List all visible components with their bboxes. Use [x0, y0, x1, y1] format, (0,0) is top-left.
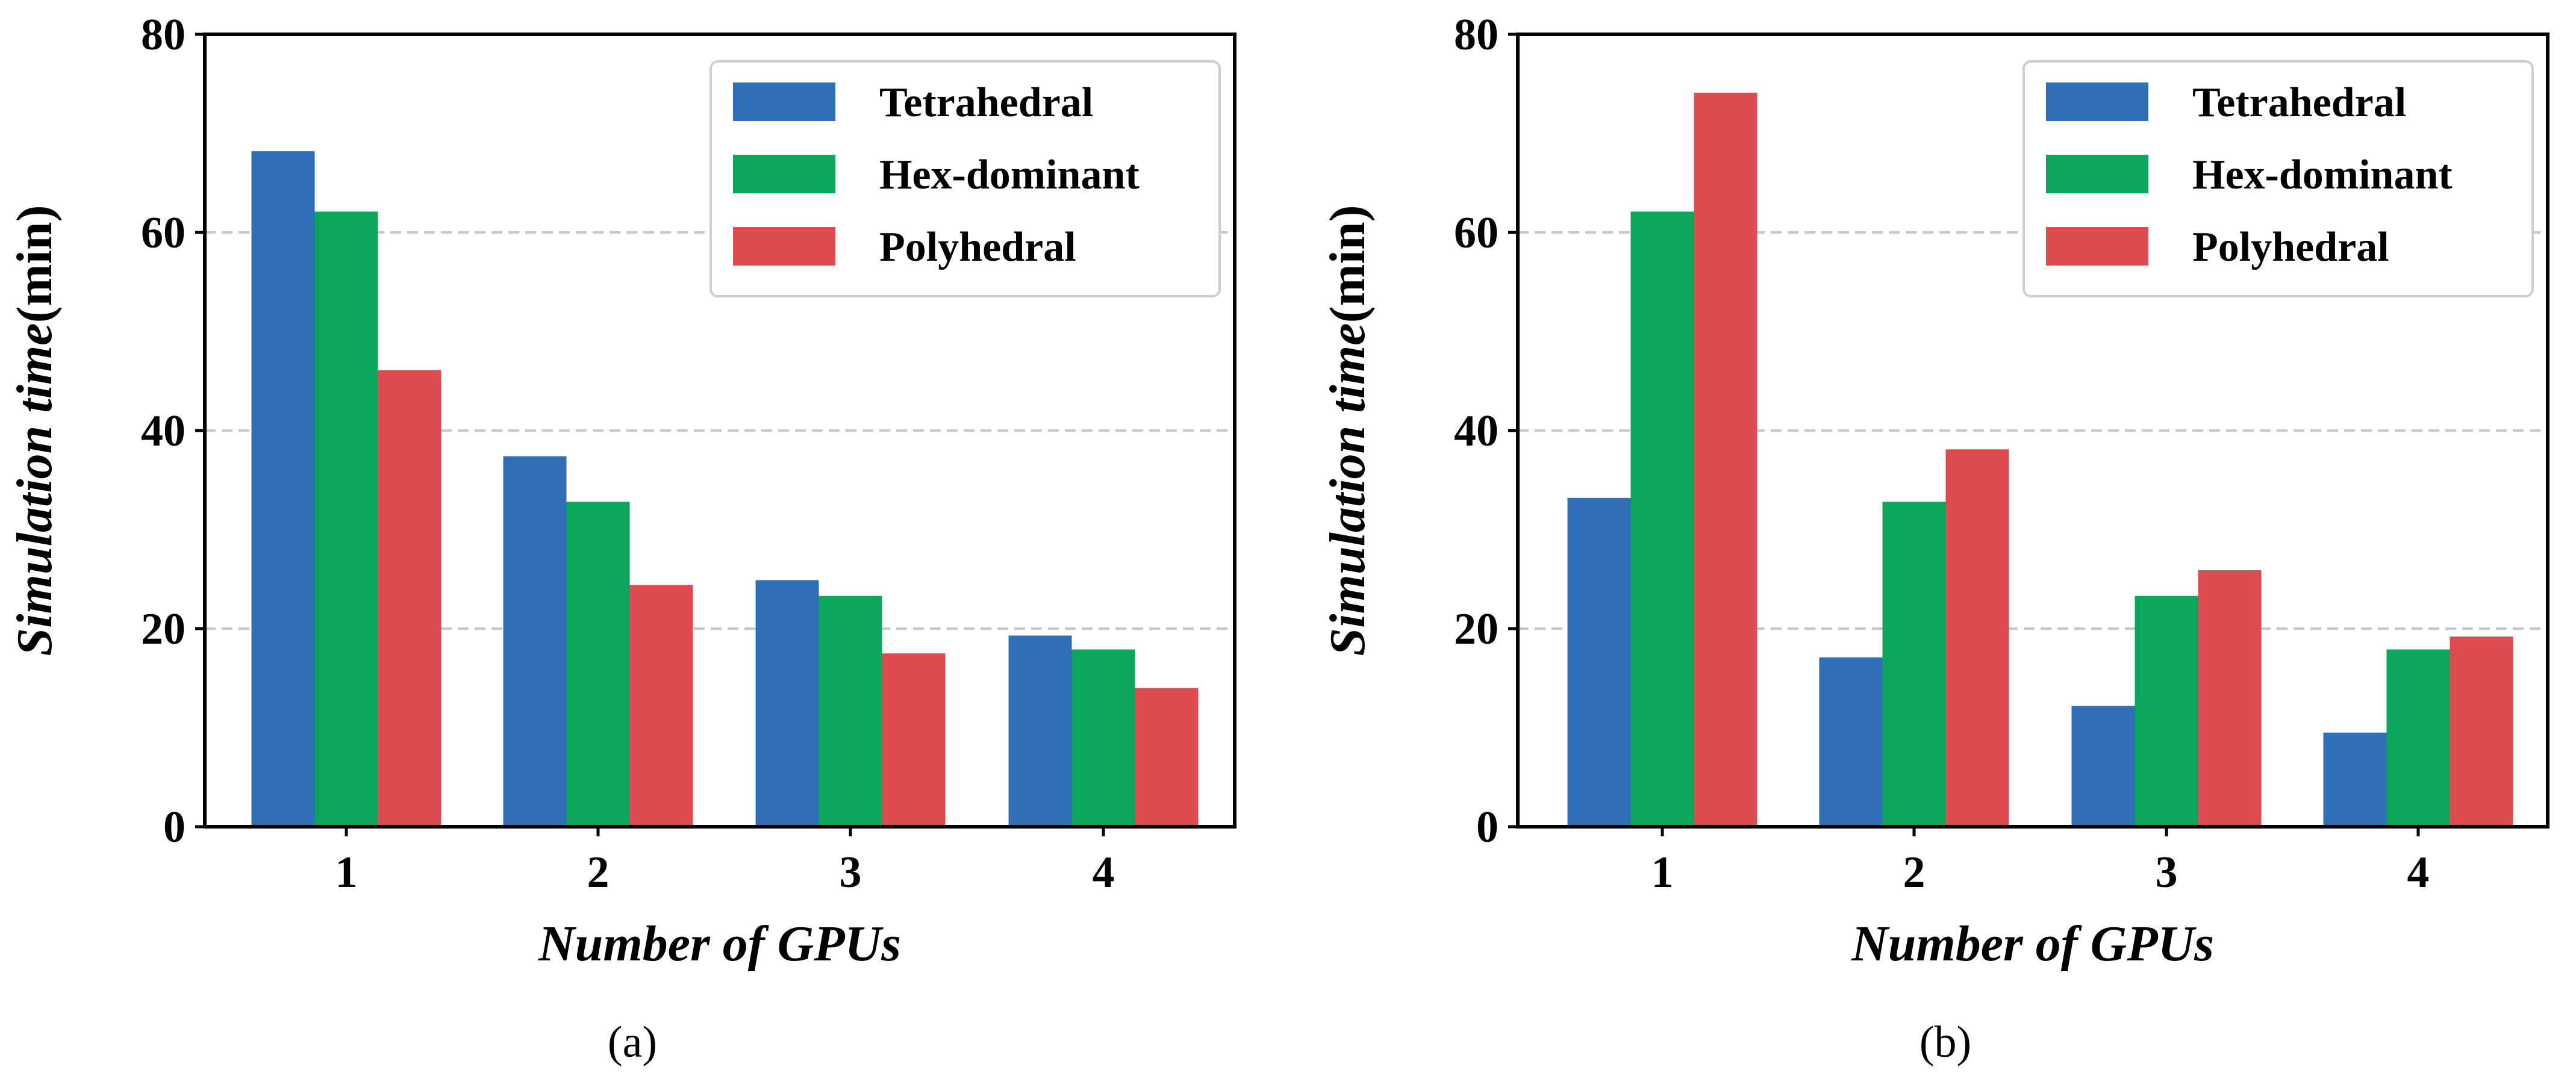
- legend-label: Tetrahedral: [879, 79, 1093, 126]
- bar-tetrahedral-4: [2323, 732, 2387, 827]
- bar-hex-dominant-3: [819, 596, 882, 827]
- y-tick-label: 0: [163, 803, 186, 852]
- x-tick-label: 2: [587, 848, 610, 897]
- legend: Tetrahedral Hex-dominant Polyhedral: [709, 60, 1221, 297]
- panel-label: (a): [608, 1018, 657, 1067]
- bar-hex-dominant-2: [566, 502, 630, 827]
- legend-label: Tetrahedral: [2192, 79, 2406, 126]
- x-tick-label: 3: [840, 848, 862, 897]
- legend-swatch-hex-dominant: [733, 155, 835, 193]
- y-tick-label: 20: [141, 605, 186, 654]
- bar-polyhedral-2: [1945, 449, 2009, 827]
- y-tick-label: 60: [1454, 208, 1499, 258]
- bar-tetrahedral-1: [1567, 497, 1631, 827]
- x-axis-title: Number of GPUs: [1851, 916, 2214, 972]
- bar-tetrahedral-2: [1819, 657, 1883, 827]
- bar-polyhedral-3: [2198, 570, 2262, 827]
- legend-label: Hex-dominant: [2192, 152, 2453, 198]
- x-tick-label: 2: [1903, 848, 1926, 897]
- x-tick-label: 1: [335, 848, 358, 897]
- bar-polyhedral-4: [2450, 636, 2513, 827]
- bar-hex-dominant-1: [314, 211, 378, 827]
- y-tick-label: 80: [141, 10, 186, 60]
- y-axis-title-text: Simulation time: [7, 323, 63, 656]
- legend-box: [709, 60, 1221, 297]
- x-tick-label: 4: [1093, 848, 1115, 897]
- legend-swatch-polyhedral: [733, 227, 835, 266]
- bar-tetrahedral-2: [503, 456, 567, 827]
- y-axis-title: Simulation time(min): [1320, 205, 1376, 656]
- legend-label: Polyhedral: [879, 224, 1076, 270]
- y-axis-title-text: Simulation time: [1320, 323, 1376, 656]
- y-axis-title-unit: (min): [1320, 205, 1376, 323]
- panel-label: (b): [1920, 1018, 1971, 1067]
- y-axis-title-unit: (min): [7, 205, 63, 323]
- bar-tetrahedral-4: [1008, 635, 1072, 827]
- y-tick-label: 60: [141, 208, 186, 258]
- chart-panel-a: 0 20 40 60 80 1 2 3 4 Number of GPUs Simulation ti…: [7, 10, 1237, 1067]
- bar-hex-dominant-2: [1882, 502, 1946, 827]
- x-axis-title: Number of GPUs: [538, 916, 901, 972]
- bar-hex-dominant-4: [1071, 649, 1135, 827]
- legend-box: [2022, 60, 2534, 297]
- x-tick-label: 1: [1651, 848, 1674, 897]
- x-tick-label: 4: [2407, 848, 2430, 897]
- legend-swatch-polyhedral: [2046, 227, 2148, 266]
- y-tick-label: 40: [1454, 406, 1499, 456]
- bar-tetrahedral-3: [2071, 706, 2135, 827]
- y-tick-label: 0: [1476, 803, 1499, 852]
- bar-tetrahedral-3: [755, 580, 819, 827]
- legend-label: Polyhedral: [2192, 224, 2389, 270]
- x-tick-label: 3: [2156, 848, 2178, 897]
- y-tick-label: 20: [1454, 605, 1499, 654]
- bar-polyhedral-1: [378, 370, 441, 827]
- legend: Tetrahedral Hex-dominant Polyhedral: [2022, 60, 2534, 297]
- legend-swatch-tetrahedral: [2046, 82, 2148, 121]
- bar-polyhedral-3: [882, 653, 946, 827]
- legend-swatch-hex-dominant: [2046, 155, 2148, 193]
- bar-polyhedral-1: [1694, 93, 1757, 827]
- bar-hex-dominant-4: [2386, 649, 2450, 827]
- legend-label: Hex-dominant: [879, 152, 1140, 198]
- bar-hex-dominant-3: [2135, 596, 2198, 827]
- y-axis-title: Simulation time(min): [7, 205, 63, 656]
- y-tick-label: 40: [141, 406, 186, 456]
- bar-hex-dominant-1: [1630, 211, 1694, 827]
- bar-polyhedral-2: [629, 585, 693, 827]
- chart-panel-b: 0 20 40 60 80 1 2 3 4 Number of GPUs Simulation ti…: [1320, 10, 2549, 1067]
- y-tick-label: 80: [1454, 10, 1499, 60]
- legend-swatch-tetrahedral: [733, 82, 835, 121]
- bar-tetrahedral-1: [251, 151, 315, 827]
- bar-polyhedral-4: [1135, 688, 1199, 827]
